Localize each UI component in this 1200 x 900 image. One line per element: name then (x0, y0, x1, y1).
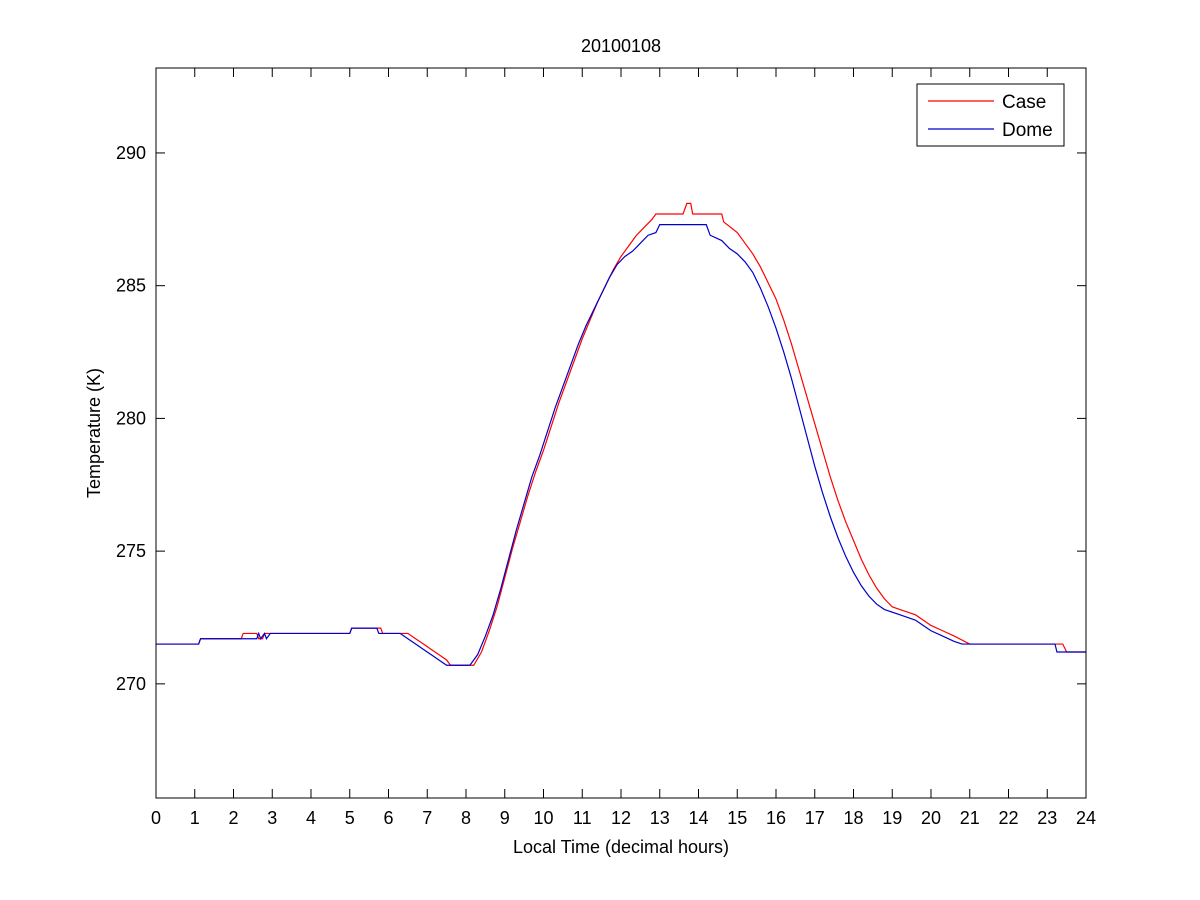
y-tick-label-4: 290 (116, 143, 146, 163)
x-tick-label-1: 1 (190, 808, 200, 828)
x-tick-label-15: 15 (727, 808, 747, 828)
ticks-layer: 0 1 2 3 4 5 6 7 8 9 10 11 12 13 14 15 16 17 18 19 20 21 22 23 24… (116, 68, 1096, 828)
x-tick-label-2: 2 (228, 808, 238, 828)
x-tick-label-0: 0 (151, 808, 161, 828)
x-tick-label-20: 20 (921, 808, 941, 828)
x-tick-label-11: 11 (573, 808, 592, 828)
x-tick-label-9: 9 (500, 808, 510, 828)
x-tick-label-13: 13 (650, 808, 670, 828)
x-tick-label-18: 18 (843, 808, 863, 828)
x-tick-label-7: 7 (422, 808, 432, 828)
y-tick-label-0: 270 (116, 674, 146, 694)
labels-layer: 20100108 Local Time (decimal hours) Temp… (84, 36, 729, 857)
y-axis-label: Temperature (K) (84, 368, 104, 498)
y-tick-label-2: 280 (116, 408, 146, 428)
x-tick-label-12: 12 (611, 808, 631, 828)
x-tick-label-17: 17 (805, 808, 825, 828)
legend-box (916, 83, 1065, 147)
x-tick-label-24: 24 (1076, 808, 1096, 828)
y-tick-label-1: 275 (116, 541, 146, 561)
x-tick-label-22: 22 (998, 808, 1018, 828)
chart-title: 20100108 (581, 36, 661, 56)
x-tick-label-6: 6 (383, 808, 393, 828)
x-tick-label-10: 10 (533, 808, 553, 828)
plot-frame (155, 67, 1087, 799)
x-tick-label-19: 19 (882, 808, 902, 828)
x-tick-label-16: 16 (766, 808, 786, 828)
series-layer (156, 202, 1086, 666)
x-tick-label-8: 8 (461, 808, 471, 828)
x-tick-label-21: 21 (960, 808, 980, 828)
x-tick-label-5: 5 (345, 808, 355, 828)
x-axis-label: Local Time (decimal hours) (513, 837, 729, 857)
x-tick-label-4: 4 (306, 808, 316, 828)
legend: Case Dome (916, 83, 1065, 147)
legend-label-dome: Dome (1002, 120, 1053, 141)
x-tick-label-23: 23 (1037, 808, 1057, 828)
series-line-dome (156, 224, 1086, 666)
plot-area (156, 68, 1086, 798)
x-tick-label-3: 3 (267, 808, 277, 828)
y-tick-label-3: 285 (116, 276, 146, 296)
legend-label-case: Case (1002, 92, 1046, 113)
x-tick-label-14: 14 (688, 808, 708, 828)
series-line-case (156, 202, 1086, 666)
